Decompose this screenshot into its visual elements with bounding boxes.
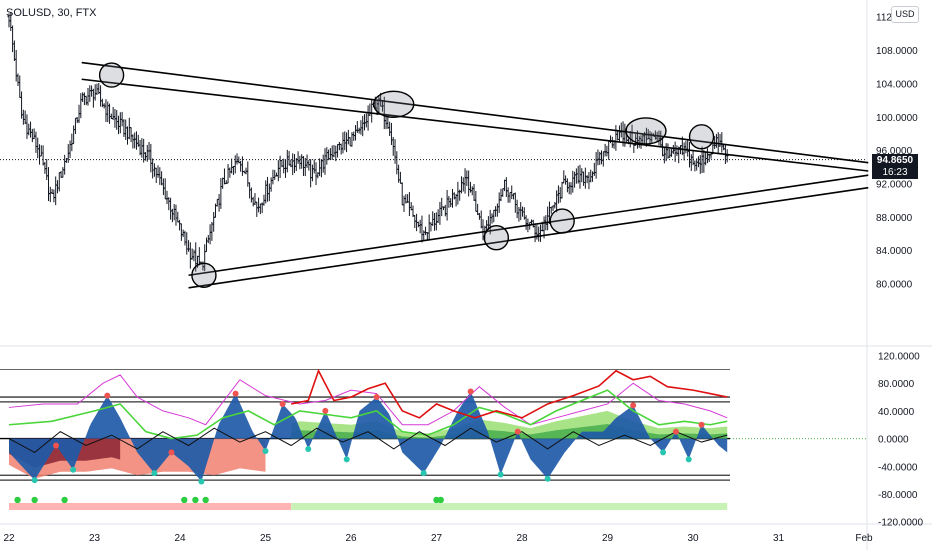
oscillator-tick-label: -120.0000 xyxy=(878,518,923,529)
oscillator-peak-dot xyxy=(698,421,705,428)
bottom-signal-dot xyxy=(181,496,188,504)
oscillator-trough-dot xyxy=(31,477,38,484)
oscillator-tick-label: 80.0000 xyxy=(878,379,915,390)
price-tick-label: 84.0000 xyxy=(876,246,913,257)
time-tick-label: 22 xyxy=(3,533,15,544)
oscillator-peak-dot xyxy=(53,442,60,449)
price-tick-label: 104.0000 xyxy=(876,79,918,90)
price-tick-label: 88.0000 xyxy=(876,213,913,224)
trendline xyxy=(81,78,869,172)
time-tick-label: 26 xyxy=(345,533,357,544)
oscillator-tick-label: 40.0000 xyxy=(878,407,915,418)
oscillator-trough-dot xyxy=(497,471,504,478)
symbol-label: SOLUSD, 30, FTX xyxy=(6,7,97,19)
oscillator-tick-label: 120.0000 xyxy=(878,352,920,363)
oscillator-peak-dot xyxy=(279,400,286,407)
bottom-signal-dot xyxy=(202,496,209,504)
oscillator-peak-dot xyxy=(232,390,239,397)
time-tick-label: Feb xyxy=(855,533,873,544)
oscillator-area xyxy=(9,391,728,481)
touch-point-circle xyxy=(625,117,667,145)
bottom-signal-dot xyxy=(192,496,199,504)
trendline xyxy=(188,174,869,277)
time-tick-label: 23 xyxy=(89,533,101,544)
bottom-signal-dot xyxy=(61,496,68,504)
time-tick-label: 29 xyxy=(602,533,614,544)
bottom-signal-dot xyxy=(437,496,444,504)
time-tick-label: 27 xyxy=(431,533,443,544)
touch-point-circle xyxy=(373,90,415,118)
touch-point-circle xyxy=(549,208,575,234)
last-price-tag: 94.8650 xyxy=(872,154,918,167)
touch-point-circle xyxy=(98,62,125,88)
time-tick-label: 24 xyxy=(174,533,186,544)
bottom-signal-dot xyxy=(31,496,38,504)
oscillator-trough-dot xyxy=(198,478,205,485)
oscillator-trough-dot xyxy=(70,466,77,473)
oscillator-peak-dot xyxy=(322,407,329,414)
price-tick-label: 108.0000 xyxy=(876,46,918,57)
oscillator-peak-dot xyxy=(168,449,175,456)
oscillator-tick-label: -40.0000 xyxy=(878,462,918,473)
signal-strip xyxy=(9,503,292,510)
touch-point-circle xyxy=(483,225,510,251)
touch-point-circle xyxy=(688,124,715,150)
touch-point-circle xyxy=(191,262,217,288)
oscillator-trough-dot xyxy=(660,449,667,456)
time-tick-label: 31 xyxy=(773,533,785,544)
oscillator-tick-label: 0.0000 xyxy=(878,435,909,446)
price-tick-label: 80.0000 xyxy=(876,280,913,291)
oscillator-trough-dot xyxy=(262,448,269,455)
bottom-signal-dot xyxy=(14,496,21,504)
price-tick-label: 100.0000 xyxy=(876,113,918,124)
trendline xyxy=(81,61,869,164)
time-tick-label: 28 xyxy=(516,533,528,544)
oscillator-peak-dot xyxy=(373,394,380,401)
time-tick-label: 30 xyxy=(687,533,699,544)
price-tick-label: 96.0000 xyxy=(876,146,913,157)
oscillator-peak-dot xyxy=(514,428,521,435)
oscillator-peak-dot xyxy=(672,428,679,435)
oscillator-trough-dot xyxy=(305,445,312,452)
signal-strip xyxy=(291,503,728,510)
oscillator-trough-dot xyxy=(685,456,692,463)
oscillator-peak-dot xyxy=(104,392,111,399)
oscillator-tick-label: -80.0000 xyxy=(878,490,918,501)
time-tick-label: 25 xyxy=(260,533,272,544)
oscillator-trough-dot xyxy=(343,456,350,463)
oscillator-peak-dot xyxy=(630,402,637,409)
red-signal-line xyxy=(290,368,728,419)
oscillator-trough-dot xyxy=(151,470,158,477)
currency-button[interactable]: USD xyxy=(891,6,919,23)
oscillator-trough-dot xyxy=(544,475,551,482)
trendline xyxy=(188,186,869,289)
oscillator-peak-dot xyxy=(467,388,474,395)
bar-countdown-tag: 16:23 xyxy=(872,167,918,179)
black-signal-line xyxy=(8,427,728,454)
oscillator-trough-dot xyxy=(420,470,427,477)
price-tick-label: 92.0000 xyxy=(876,180,913,191)
